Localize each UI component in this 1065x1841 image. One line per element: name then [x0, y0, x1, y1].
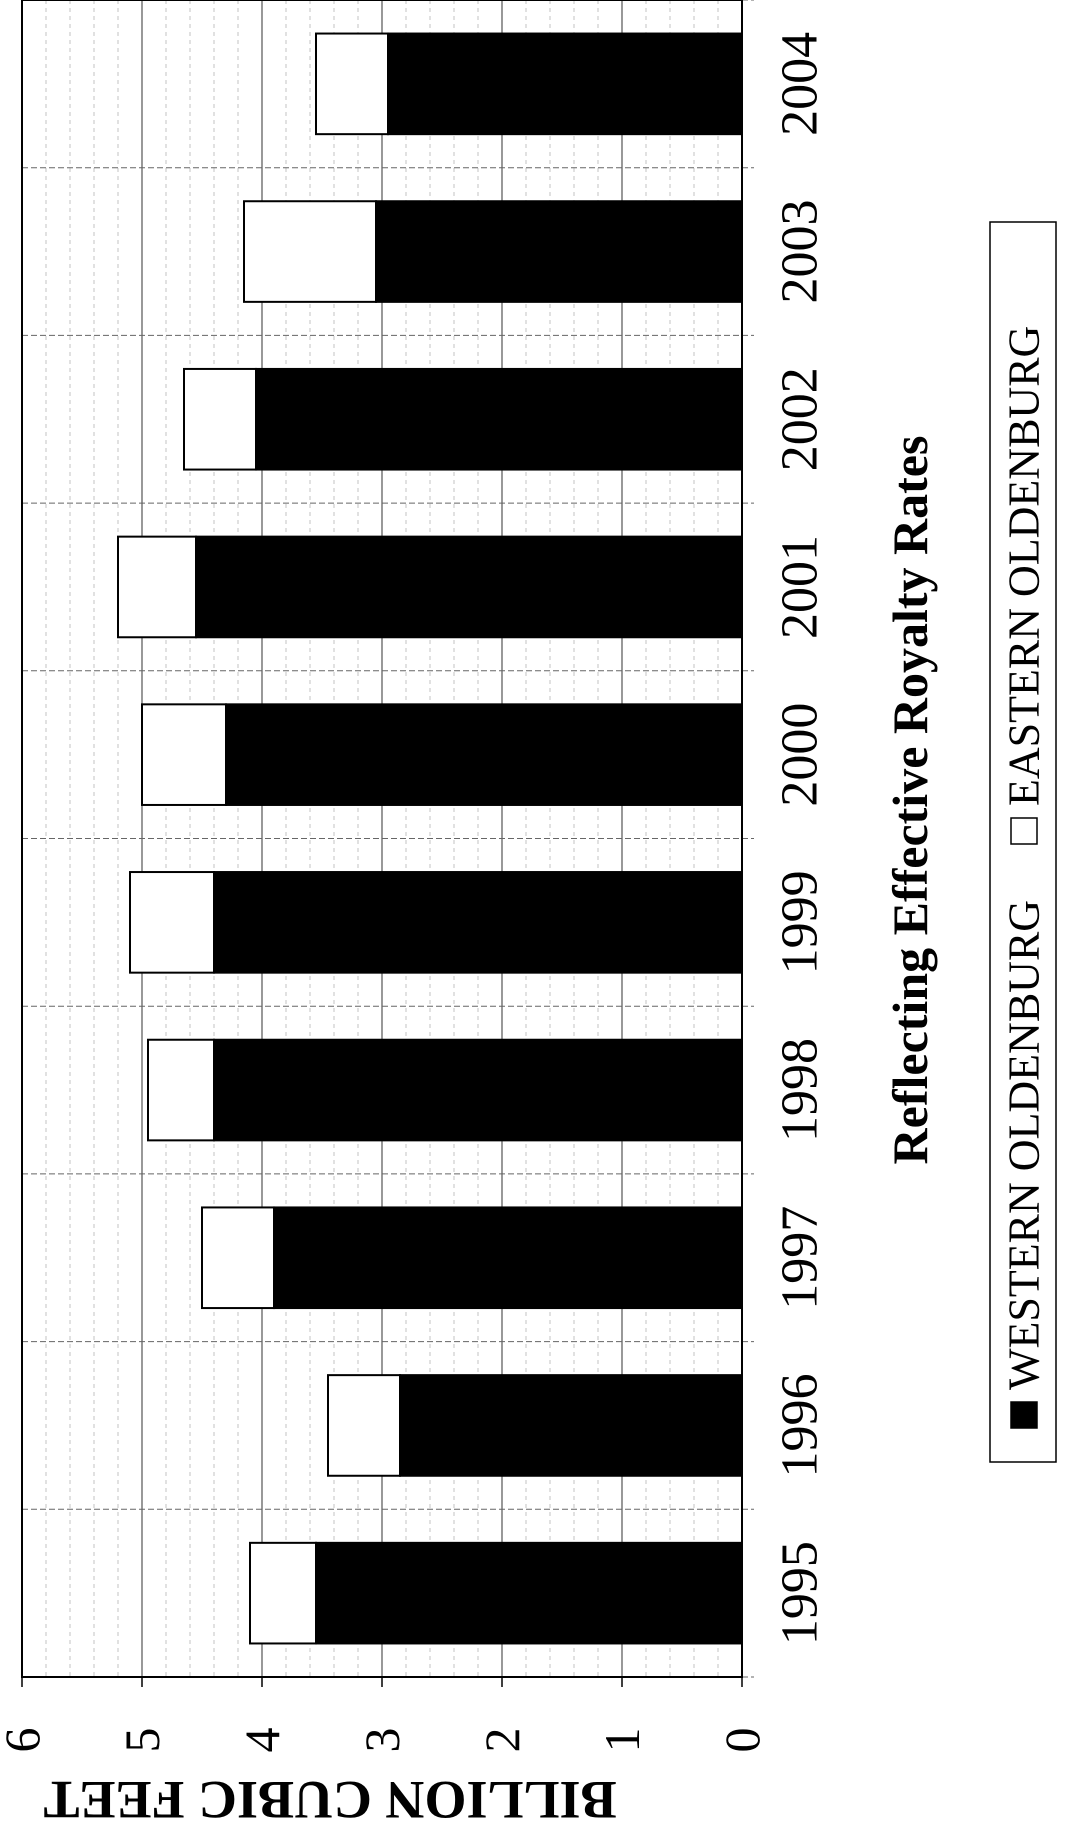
- bar-western-2000: [225, 703, 743, 806]
- x-tick-label-1997: 1997: [772, 1206, 829, 1310]
- bar-western-1998: [213, 1038, 743, 1142]
- bar-eastern-1995: [249, 1541, 317, 1645]
- chart-title: Reflecting Effective Royalty Rates: [882, 436, 938, 1165]
- y-tick-label-5: 5: [114, 1728, 170, 1753]
- bar-eastern-1998: [147, 1038, 215, 1142]
- x-tick-label-2001: 2001: [772, 535, 829, 639]
- bar-western-1997: [273, 1206, 743, 1310]
- grid-layer: [21, 0, 754, 1678]
- x-tick-label-2000: 2000: [772, 703, 829, 807]
- x-tick-label-1998: 1998: [772, 1038, 829, 1142]
- x-tick-label-2003: 2003: [772, 200, 829, 304]
- x-tick-label-2002: 2002: [772, 367, 829, 471]
- bar-eastern-2003: [243, 200, 377, 303]
- bar-western-2002: [255, 367, 743, 471]
- x-tick-label-1995: 1995: [772, 1541, 829, 1645]
- bar-eastern-1999: [129, 871, 215, 974]
- bar-eastern-2000: [141, 703, 227, 806]
- legend: WESTERN OLDENBURG EASTERN OLDENBURG: [989, 221, 1057, 1463]
- y-tick-label-6: 6: [0, 1728, 50, 1753]
- y-tick-label-2: 2: [474, 1728, 530, 1753]
- x-tick-label-1999: 1999: [772, 870, 829, 974]
- bar-eastern-1997: [201, 1206, 275, 1310]
- y-tick-label-4: 4: [234, 1728, 290, 1753]
- bar-western-2001: [195, 535, 743, 639]
- bar-eastern-2004: [315, 32, 389, 136]
- y-tick-label-3: 3: [354, 1728, 410, 1753]
- bar-western-1996: [399, 1374, 743, 1477]
- y-axis-title: BILLION CUBIC FEET: [43, 1770, 616, 1830]
- legend-label-western: WESTERN OLDENBURG: [1000, 900, 1049, 1390]
- bars-layer: [117, 32, 743, 1645]
- y-tick-label-0: 0: [714, 1728, 770, 1753]
- legend-swatch-eastern: [1010, 817, 1038, 845]
- bar-western-2004: [387, 32, 743, 136]
- bar-eastern-2002: [183, 367, 257, 471]
- bar-western-2003: [375, 200, 743, 303]
- bar-eastern-1996: [327, 1374, 401, 1477]
- legend-swatch-western: [1010, 1401, 1038, 1429]
- x-tick-label-2004: 2004: [772, 32, 829, 136]
- x-tick-label-1996: 1996: [772, 1373, 829, 1477]
- legend-label-eastern: EASTERN OLDENBURG: [1000, 326, 1049, 806]
- ticks-layer: 1995 1996 1997 1998 1999 2000 2001 2002 2003 2004…: [0, 32, 829, 1753]
- y-tick-label-1: 1: [594, 1728, 650, 1753]
- bar-western-1999: [213, 871, 743, 974]
- bar-western-1995: [315, 1541, 743, 1645]
- bar-eastern-2001: [117, 535, 197, 639]
